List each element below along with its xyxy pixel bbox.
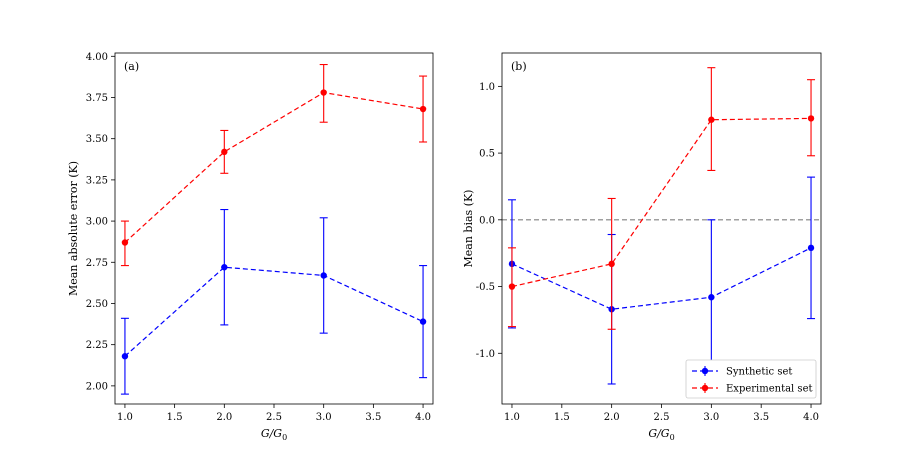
- chart-panel-a: 1.0 1.5 2.0 2.5 3.0 3.5 4.0 2.00 2.25 2.50 2.75 3.0…: [67, 52, 434, 442]
- x-tick-label: 2.0: [604, 412, 620, 423]
- x-tick-label: 1.0: [117, 412, 133, 423]
- x-tick-label: 1.5: [554, 412, 570, 423]
- x-tick-label: 4.0: [803, 412, 819, 423]
- x-tick-label: 2.0: [216, 412, 232, 423]
- y-tick-label: 3.00: [86, 217, 108, 228]
- x-axis-label: G/G0: [648, 427, 674, 442]
- y-tick-label: 4.00: [86, 52, 108, 63]
- panel-label: (a): [124, 60, 139, 73]
- data-point: [121, 239, 129, 246]
- series-line: [511, 247, 812, 310]
- x-axis-label: G/G0: [261, 427, 287, 442]
- x-axis-label-subscript: 0: [670, 433, 675, 442]
- legend: Synthetic set Experimental set: [685, 359, 817, 399]
- series-experimental: [507, 67, 816, 330]
- data-point: [508, 283, 516, 290]
- data-point: [608, 260, 615, 268]
- series-line: [124, 91, 424, 243]
- data-point: [419, 318, 427, 325]
- x-axis-label-main: G/G: [648, 427, 669, 440]
- axes-frame: [501, 52, 822, 405]
- legend-label: Experimental set: [726, 384, 813, 395]
- data-point: [221, 264, 228, 271]
- y-tick-label: 2.50: [86, 299, 108, 310]
- x-tick-label: 1.5: [167, 412, 183, 423]
- legend-marker-swatch: [701, 367, 709, 375]
- y-tick-label: -0.5: [476, 282, 495, 293]
- legend-marker-swatch: [701, 384, 709, 392]
- legend-entry-experimental: Experimental set: [692, 383, 813, 395]
- series-line: [511, 117, 812, 288]
- y-tick-label: 0.0: [479, 215, 495, 226]
- series-synthetic: [507, 176, 816, 385]
- x-tick-label: 3.5: [365, 412, 381, 423]
- y-tick-label: 1.0: [479, 82, 495, 93]
- series-experimental: [120, 63, 428, 267]
- x-tick-label: 3.5: [753, 412, 769, 423]
- y-tick-label: 3.25: [86, 175, 108, 186]
- data-point: [419, 105, 427, 113]
- y-tick-label: 3.75: [86, 93, 108, 104]
- y-tick-label: 0.5: [479, 149, 495, 160]
- panel-label: (b): [511, 60, 527, 73]
- data-point: [121, 353, 129, 360]
- y-axis-label: Mean absolute error (K): [67, 161, 80, 296]
- data-point: [807, 244, 815, 252]
- legend-entry-synthetic: Synthetic set: [692, 366, 792, 378]
- data-point: [221, 148, 228, 156]
- chart-panel-b: 1.0 1.5 2.0 2.5 3.0 3.5 4.0 -1.0 -0.5 0.0 0.5 1.0 (b…: [462, 52, 822, 442]
- series-synthetic: [120, 208, 428, 395]
- x-tick-label: 4.0: [415, 412, 431, 423]
- data-point: [320, 272, 327, 279]
- data-point: [708, 116, 715, 123]
- x-tick-label: 3.0: [703, 412, 719, 423]
- data-point: [320, 89, 327, 96]
- legend-label: Synthetic set: [726, 367, 792, 378]
- x-tick-label: 2.5: [266, 412, 282, 423]
- x-axis-label-main: G/G: [261, 427, 282, 440]
- x-tick-label: 1.0: [504, 412, 520, 423]
- y-tick-label: 3.50: [86, 134, 108, 145]
- y-tick-label: 2.25: [86, 340, 108, 351]
- legend-box: [685, 359, 817, 399]
- y-axis-label: Mean bias (K): [462, 190, 475, 268]
- series-line: [124, 266, 424, 357]
- data-point: [708, 294, 715, 301]
- y-tick-label: 2.00: [86, 381, 108, 392]
- y-tick-label: -1.0: [476, 349, 495, 360]
- x-tick-label: 3.0: [316, 412, 332, 423]
- x-tick-label: 2.5: [654, 412, 670, 423]
- x-axis-label-subscript: 0: [282, 433, 287, 442]
- data-point: [807, 115, 815, 122]
- axes-frame: [114, 52, 434, 405]
- y-tick-label: 2.75: [86, 258, 108, 269]
